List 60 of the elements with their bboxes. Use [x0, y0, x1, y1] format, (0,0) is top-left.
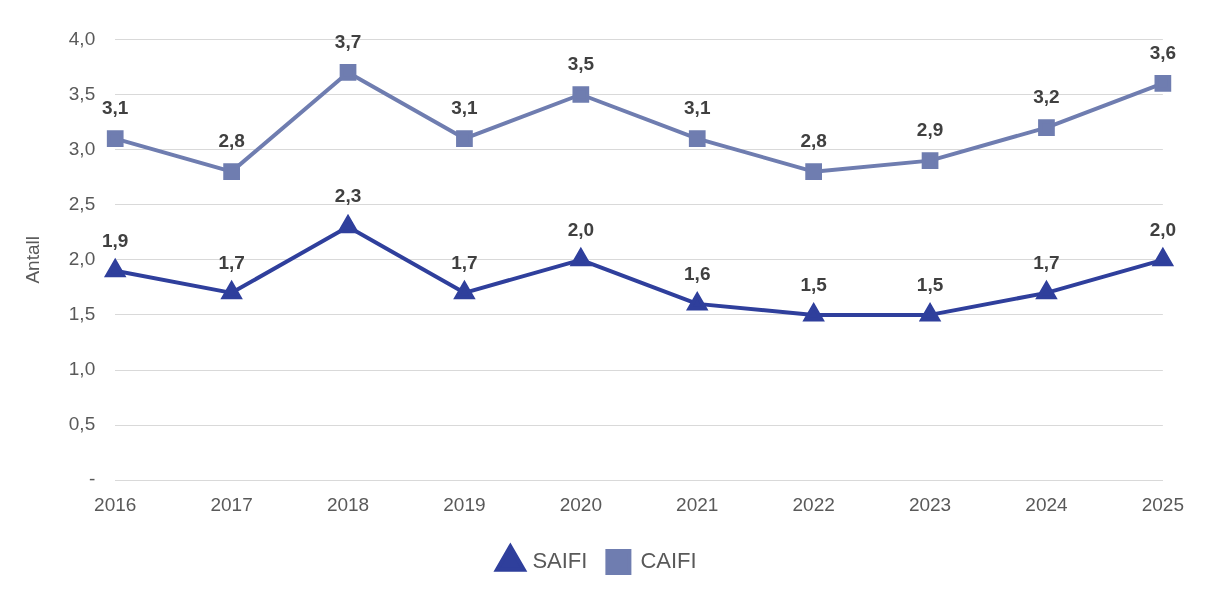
point: [805, 163, 823, 180]
data-label: 1,5: [916, 273, 944, 295]
data-label: 3,2: [1033, 86, 1060, 108]
point: [921, 152, 939, 169]
x-tick-label: 2025: [1141, 493, 1185, 515]
y-tick-label: -: [88, 468, 96, 490]
y-tick-label: 4,0: [68, 27, 96, 49]
point: [220, 279, 243, 300]
y-tick-label: 2,5: [68, 192, 96, 214]
y-tick-label: 3,0: [68, 137, 96, 159]
x-tick-label: 2019: [443, 493, 486, 515]
y-axis-title: Antall: [21, 236, 43, 284]
x-tick-label: 2017: [210, 493, 253, 515]
data-label: 3,7: [334, 31, 362, 53]
point: [1154, 75, 1172, 92]
data-label: 2,9: [916, 119, 944, 141]
point: [456, 130, 473, 147]
y-tick-label: 1,0: [68, 358, 96, 380]
data-label: 2,8: [800, 130, 827, 152]
point: [339, 64, 357, 81]
y-tick-label: 1,5: [68, 303, 96, 325]
data-label: 2,8: [218, 130, 245, 152]
x-tick-label: 2020: [559, 493, 602, 515]
y-tick-label: 0,5: [68, 413, 96, 435]
point: [106, 130, 124, 147]
point: [687, 292, 708, 311]
legend-label: SAIFI: [532, 548, 588, 574]
legend-label: CAIFI: [640, 548, 697, 574]
data-label: 1,6: [684, 262, 711, 284]
point: [572, 86, 590, 103]
data-label: 2,0: [567, 218, 595, 240]
point: [688, 130, 706, 147]
data-label: 3,1: [684, 97, 711, 119]
point: [453, 279, 476, 300]
data-label: 1,7: [1033, 251, 1060, 273]
point: [1151, 246, 1174, 267]
x-tick-label: 2016: [94, 493, 137, 515]
x-tick-label: 2022: [792, 493, 835, 515]
x-tick-label: 2024: [1025, 493, 1069, 515]
point: [1038, 119, 1055, 136]
x-tick-label: 2018: [326, 493, 370, 515]
y-tick-label: 3,5: [68, 82, 96, 104]
data-label: 1,5: [800, 273, 828, 295]
data-label: 2,3: [334, 185, 362, 207]
x-tick-label: 2021: [676, 493, 719, 515]
data-label: 1,7: [451, 251, 478, 273]
data-label: 1,7: [218, 251, 245, 273]
point: [1035, 279, 1058, 300]
data-label: 1,9: [102, 229, 129, 251]
data-label: 2,0: [1149, 218, 1177, 240]
data-label: 3,5: [567, 53, 595, 75]
data-label: 3,1: [102, 97, 129, 119]
x-tick-label: 2023: [908, 493, 952, 515]
point: [569, 246, 592, 267]
data-label: 3,1: [451, 97, 479, 119]
point: [803, 303, 824, 322]
data-label: 3,6: [1149, 42, 1177, 64]
point: [223, 163, 240, 180]
y-tick-label: 2,0: [68, 248, 96, 270]
point: [104, 257, 127, 278]
